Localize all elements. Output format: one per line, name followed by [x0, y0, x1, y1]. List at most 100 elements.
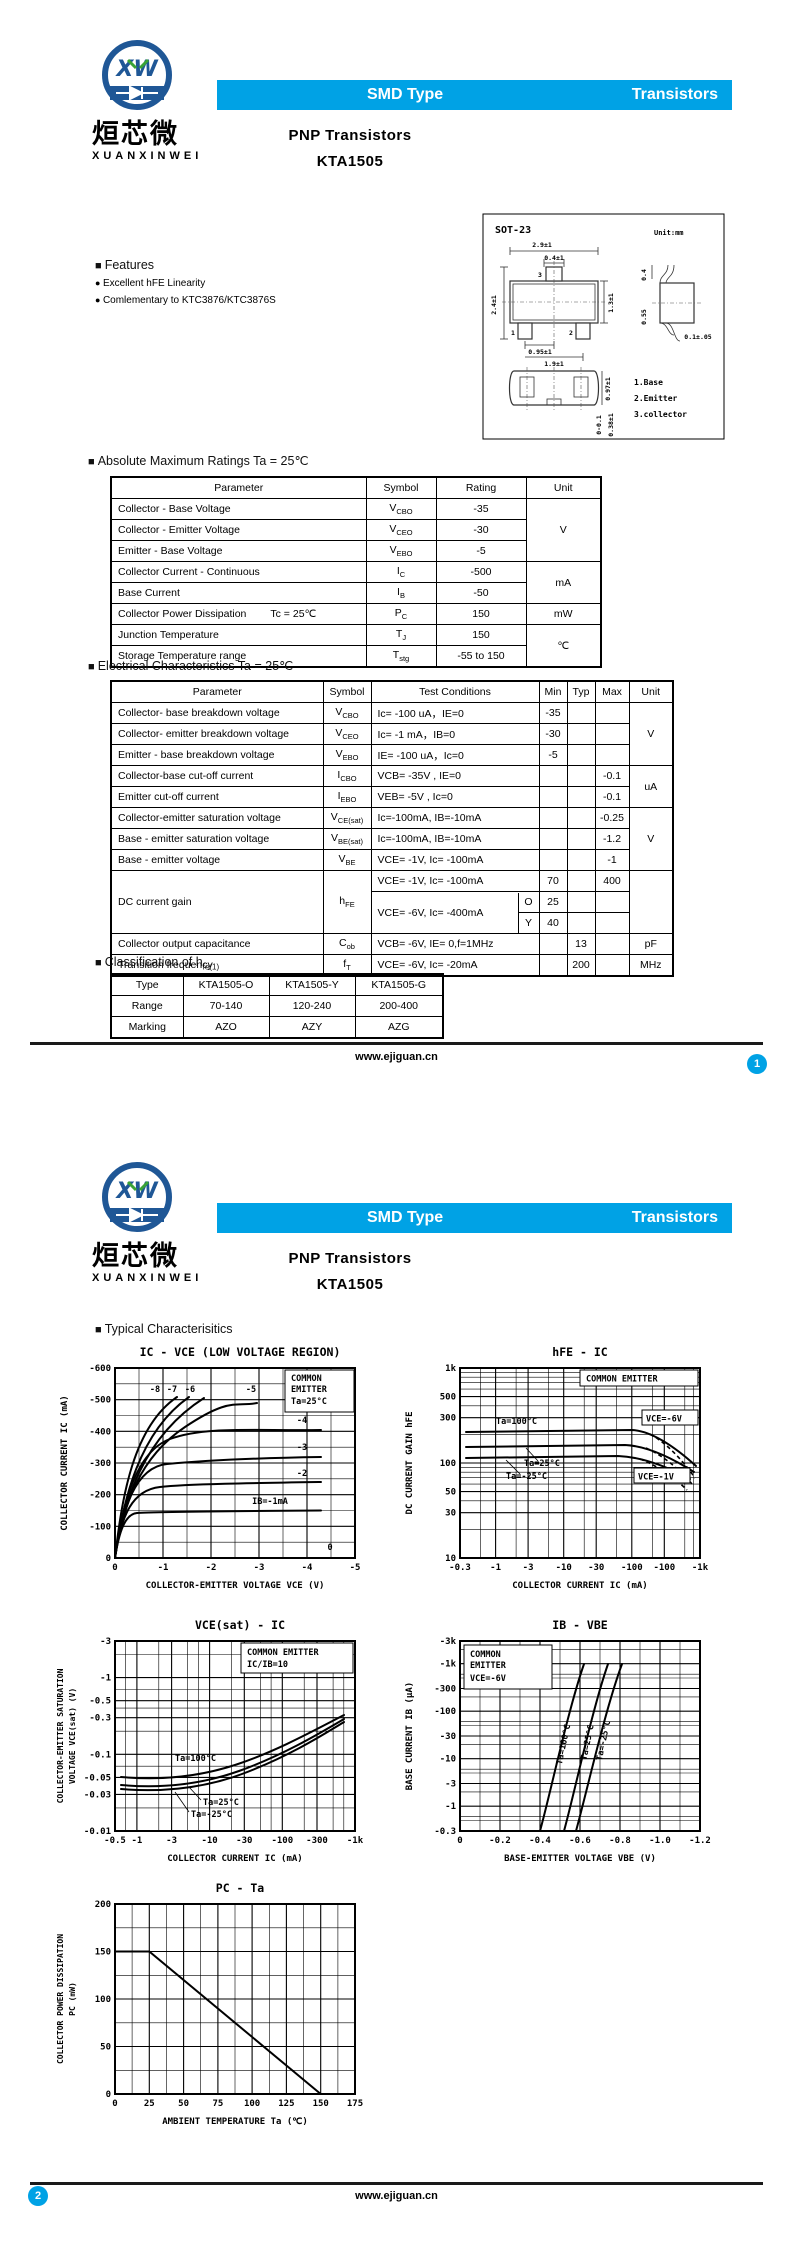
row-label: Range	[110, 995, 184, 1017]
rating-cell: -5	[435, 540, 527, 562]
page-number-badge: 1	[747, 1054, 767, 1074]
tick-label: 75	[212, 2099, 223, 2109]
page-number-badge: 2	[28, 2186, 48, 2206]
tick-label: 50	[178, 2099, 189, 2109]
max-cell	[594, 744, 630, 766]
feature-item: Excellent hFE Linearity	[95, 278, 415, 289]
x-tick-labels: 0 -0.2 -0.4 -0.6 -0.8 -1.0 -1.2	[457, 1836, 711, 1846]
tick-label: -0.8	[609, 1836, 631, 1846]
svg-text:XW: XW	[114, 1179, 159, 1204]
tick-label: 0	[457, 1836, 462, 1846]
chart-ic-vce: IC - VCE (LOW VOLTAGE REGION) -8 -7 -6 -…	[60, 1345, 360, 1591]
legend-text: Ta=25°C	[291, 1397, 327, 1407]
tick-label: -0.5	[89, 1697, 111, 1707]
param-cell: Base Current	[110, 582, 367, 604]
tick-label: -3	[254, 1563, 265, 1573]
cond-cell: VCB= -35V , IE=0	[370, 765, 540, 787]
tick-label: 500	[440, 1393, 456, 1403]
param-cell: Base - emitter saturation voltage	[110, 828, 324, 850]
curve-label: Ta=-25°C	[595, 1720, 613, 1762]
param-cell: Emitter - base breakdown voltage	[110, 744, 324, 766]
type-cell: KTA1505-G	[354, 973, 444, 996]
legend-box	[463, 1644, 553, 1690]
min-cell	[538, 933, 568, 955]
range-cell: 70-140	[182, 995, 270, 1017]
tick-label: -600	[89, 1364, 111, 1374]
tick-label: -30	[588, 1563, 604, 1573]
banner: SMD Type Transistors	[217, 80, 732, 110]
curve-label: Ta=25°C	[579, 1724, 596, 1761]
symbol-cell: Cob	[322, 933, 372, 955]
max-cell: -1.2	[594, 828, 630, 850]
tick-label: 200	[95, 1900, 111, 1910]
col-header: Rating	[435, 476, 527, 499]
dim-body-height: 1.3±1	[607, 293, 615, 313]
curve-label: -7	[167, 1385, 177, 1395]
y-axis-title: BASE CURRENT IB (μA)	[405, 1682, 415, 1790]
symbol-cell: VCBO	[322, 702, 372, 724]
col-header: Unit	[628, 680, 674, 703]
legend-box	[579, 1369, 699, 1387]
param-cell: Collector Current - Continuous	[110, 561, 367, 583]
symbol-cell: VCE(sat)	[322, 807, 372, 829]
tick-label: -0.4	[529, 1836, 551, 1846]
pin1-number: 1	[511, 329, 515, 337]
y-tick-labels: 0 -100 -200 -300 -400 -500 -600	[89, 1364, 111, 1564]
tick-label: -0.3	[89, 1714, 111, 1724]
leader-line	[525, 1447, 539, 1462]
package-unit: Unit:mm	[654, 229, 684, 237]
tick-label: 300	[440, 1414, 456, 1424]
y-axis-title: PC (mW)	[68, 1982, 77, 2016]
y-axis-title: COLLECTOR CURRENT IC (mA)	[60, 1395, 70, 1530]
cond-cell: Ic= -100 uA，IE=0	[370, 702, 540, 724]
dimension-lines	[500, 247, 608, 361]
pin2-label: 2.Emitter	[634, 393, 678, 403]
min-cell: -35	[538, 702, 568, 724]
curves	[539, 1663, 623, 1832]
max-cell: 400	[594, 870, 630, 892]
dim-lead-top: 0.4	[640, 269, 648, 281]
tick-label: -3	[445, 1780, 456, 1790]
table-row: Emitter cut-off current IEBO VEB= -5V , …	[110, 786, 673, 808]
tick-label: -0.03	[84, 1790, 111, 1800]
max-cell	[594, 702, 630, 724]
legend-text: COMMON EMITTER	[586, 1375, 659, 1385]
cond-cell: Ic=-100mA, IB=-10mA	[370, 828, 540, 850]
unit-cell: V	[628, 807, 674, 871]
leader-line	[174, 1791, 190, 1813]
marking-cell: AZY	[268, 1016, 356, 1039]
max-cell	[594, 891, 630, 913]
param-cell: Base - emitter voltage	[110, 849, 324, 871]
min-cell: -5	[538, 744, 568, 766]
tick-label: -400	[89, 1427, 111, 1437]
tick-label: 100	[440, 1459, 456, 1469]
legend-text: VCE=-6V	[470, 1674, 506, 1684]
classification-table: Type KTA1505-O KTA1505-Y KTA1505-G Range…	[110, 973, 444, 1039]
tick-label: -0.01	[84, 1827, 111, 1837]
dim-pin-width: 0.4±1	[544, 254, 564, 262]
tick-label: -10	[201, 1836, 217, 1846]
tick-label: 0	[106, 1554, 111, 1564]
typ-cell	[566, 912, 596, 934]
unit-cell: MHz	[628, 954, 674, 977]
tick-label: -10	[556, 1563, 572, 1573]
y-tick-labels: 1k 500 300 100 50 30 10	[440, 1364, 457, 1564]
cond-cell: VCB= -6V, IE= 0,f=1MHz	[370, 933, 540, 955]
tick-label: -1	[445, 1802, 456, 1812]
cond-cell: VEB= -5V , Ic=0	[370, 786, 540, 808]
range-cell: 200-400	[354, 995, 444, 1017]
doc-title-line1: PNP Transistors	[288, 1250, 412, 1267]
tick-label: 50	[100, 2043, 111, 2053]
cond-cell: VCE= -1V, Ic= -100mA	[370, 870, 540, 892]
param-cell: DC current gain	[110, 870, 324, 934]
tick-label: 125	[278, 2099, 294, 2109]
symbol-cell: hFE	[322, 870, 372, 934]
table-row: DC current gain hFE VCE= -1V, Ic= -100mA…	[110, 870, 674, 934]
col-header: Parameter	[110, 680, 324, 703]
min-cell	[538, 828, 568, 850]
table-row: Range 70-140 120-240 200-400	[110, 995, 444, 1017]
footer-rule	[30, 1042, 763, 1045]
x-axis-title: COLLECTOR-EMITTER VOLTAGE VCE (V)	[146, 1581, 325, 1591]
y-axis-title: COLLECTOR-EMITTER SATURATION	[56, 1668, 65, 1803]
min-cell	[538, 786, 568, 808]
